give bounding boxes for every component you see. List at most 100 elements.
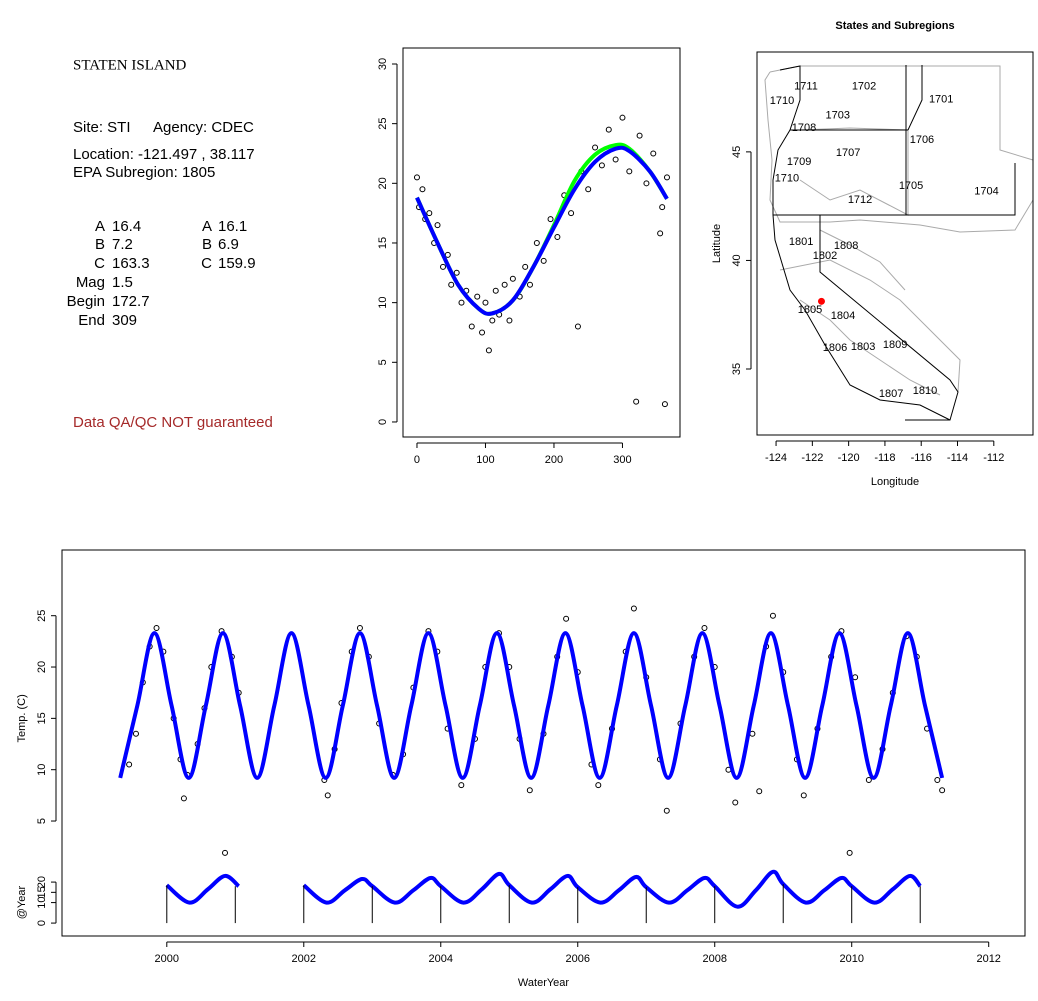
point xyxy=(479,329,486,336)
point xyxy=(605,126,612,133)
state-line xyxy=(819,215,959,421)
point xyxy=(522,263,529,270)
region-label: 1804 xyxy=(831,310,855,322)
point xyxy=(153,625,160,632)
point xyxy=(563,615,570,622)
y-axis-label: Latitude xyxy=(711,224,723,263)
region-label: 1805 xyxy=(798,304,822,316)
point xyxy=(650,150,657,157)
region-outline xyxy=(819,229,906,291)
region-label: 1808 xyxy=(834,240,858,252)
y-tick-label: 30 xyxy=(377,58,389,70)
region-label: 1707 xyxy=(836,147,860,159)
point xyxy=(574,323,581,330)
point xyxy=(489,317,496,324)
point xyxy=(657,230,664,237)
point xyxy=(506,317,513,324)
param-value: 172.7 xyxy=(112,293,150,310)
x-tick-label: 2010 xyxy=(839,953,863,965)
region-label: 1710 xyxy=(775,173,799,185)
point xyxy=(501,281,508,288)
param-value: 16.1 xyxy=(218,218,247,235)
x-tick-label: 0 xyxy=(414,454,420,466)
y-tick-label: 25 xyxy=(377,118,389,130)
y-axis-label: Temp. (C) xyxy=(16,694,28,742)
param-value: 159.9 xyxy=(218,255,256,272)
point xyxy=(661,401,668,408)
point xyxy=(458,782,465,789)
y-tick-label: 10 xyxy=(36,764,48,776)
region-label: 1708 xyxy=(792,122,816,134)
y2-tick-label: 15 xyxy=(36,886,48,898)
site-point xyxy=(817,297,825,305)
y-tick-label: 15 xyxy=(36,712,48,724)
point xyxy=(769,612,776,619)
y-tick-label: 15 xyxy=(377,237,389,249)
region-label: 1704 xyxy=(974,186,998,198)
fit-line xyxy=(165,869,922,909)
param-label: A xyxy=(95,218,105,235)
point xyxy=(554,234,561,241)
region-outline xyxy=(764,65,1034,233)
point xyxy=(526,787,533,794)
plot-frame xyxy=(61,549,1026,937)
point xyxy=(592,144,599,151)
x-tick-label: 200 xyxy=(545,454,563,466)
plot-frame xyxy=(402,47,681,438)
point xyxy=(612,156,619,163)
region-outline xyxy=(799,299,941,396)
point xyxy=(434,222,441,229)
point xyxy=(800,792,807,799)
region-label: 1807 xyxy=(879,388,903,400)
point xyxy=(419,186,426,193)
point xyxy=(934,776,941,783)
point xyxy=(458,299,465,306)
param-value: 309 xyxy=(112,312,137,329)
region-outline xyxy=(779,259,961,393)
state-line xyxy=(907,65,923,131)
point xyxy=(663,174,670,181)
point xyxy=(482,299,489,306)
y-tick-label: 10 xyxy=(377,297,389,309)
y-tick-label: 5 xyxy=(36,818,48,824)
param-value: 7.2 xyxy=(112,236,133,253)
map-outlines xyxy=(764,65,1034,421)
x-tick-label: 2002 xyxy=(292,953,316,965)
point xyxy=(595,782,602,789)
point xyxy=(846,849,853,856)
location: Location: -121.497 , 38.117 xyxy=(73,146,255,163)
point xyxy=(533,239,540,246)
point xyxy=(598,162,605,169)
point xyxy=(568,210,575,217)
region-label: 1702 xyxy=(852,81,876,93)
state-line xyxy=(772,65,801,215)
point xyxy=(132,730,139,737)
param-label: A xyxy=(202,218,212,235)
point xyxy=(663,807,670,814)
x-tick-label: -124 xyxy=(765,452,787,464)
point xyxy=(701,625,708,632)
point xyxy=(939,787,946,794)
point xyxy=(749,730,756,737)
y-tick-label: 40 xyxy=(731,254,743,266)
param-label: Mag xyxy=(76,274,105,291)
region-label: 1803 xyxy=(851,341,875,353)
region-label: 1810 xyxy=(913,385,937,397)
region-label: 1809 xyxy=(883,339,907,351)
point xyxy=(413,174,420,181)
x-tick-label: 2012 xyxy=(976,953,1000,965)
param-value: 6.9 xyxy=(218,236,239,253)
x-tick-label: 100 xyxy=(476,454,494,466)
region-label: 1801 xyxy=(789,236,813,248)
point xyxy=(356,625,363,632)
region-label: 1711 xyxy=(794,81,818,93)
point xyxy=(492,287,499,294)
y-tick-label: 45 xyxy=(731,146,743,158)
point xyxy=(180,795,187,802)
y-axis-label: @Year xyxy=(16,886,28,920)
site-title: STATEN ISLAND xyxy=(73,57,187,73)
param-label: End xyxy=(78,312,105,329)
point xyxy=(126,761,133,768)
region-label: 1710 xyxy=(770,95,794,107)
